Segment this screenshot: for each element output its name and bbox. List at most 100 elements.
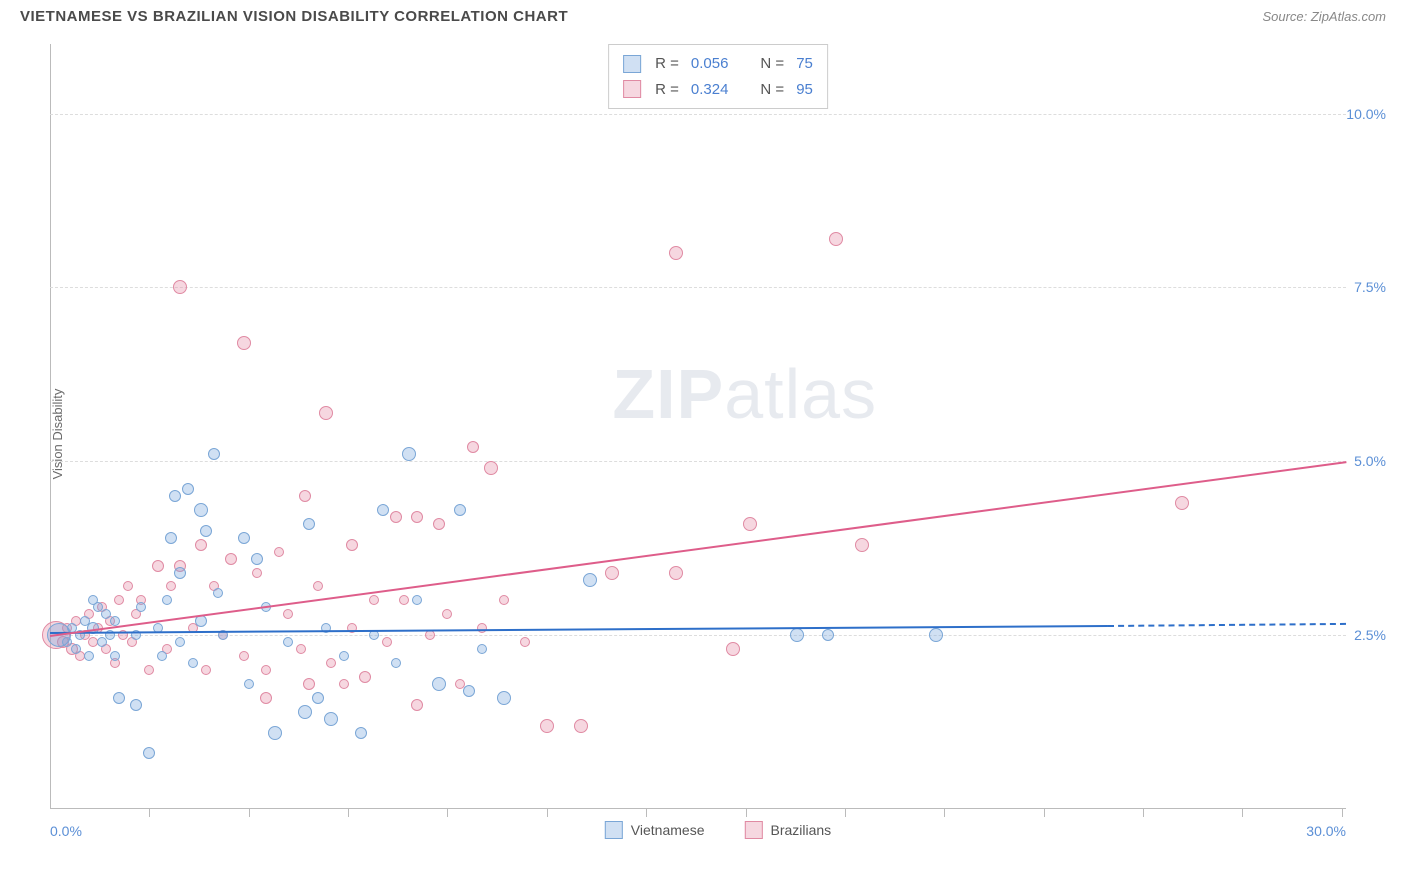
data-point-vietnamese: [303, 518, 315, 530]
gridline: [50, 114, 1346, 115]
x-tick: [845, 809, 846, 817]
x-axis: [50, 808, 1346, 809]
trendline-vietnamese: [50, 625, 1108, 634]
data-point-vietnamese: [208, 448, 220, 460]
x-tick: [1242, 809, 1243, 817]
data-point-vietnamese: [432, 677, 446, 691]
y-tick-label: 2.5%: [1354, 627, 1386, 643]
data-point-vietnamese: [929, 628, 943, 642]
legend-item-brazilians: Brazilians: [744, 821, 831, 839]
x-tick: [149, 809, 150, 817]
data-point-brazilians: [369, 595, 379, 605]
x-tick: [348, 809, 349, 817]
data-point-vietnamese: [88, 595, 98, 605]
data-point-vietnamese: [391, 658, 401, 668]
data-point-brazilians: [433, 518, 445, 530]
x-tick: [746, 809, 747, 817]
chart-title: VIETNAMESE VS BRAZILIAN VISION DISABILIT…: [20, 8, 568, 25]
trendline-brazilians: [50, 461, 1346, 637]
data-point-vietnamese: [244, 679, 254, 689]
data-point-brazilians: [574, 719, 588, 733]
data-point-brazilians: [144, 665, 154, 675]
data-point-vietnamese: [268, 726, 282, 740]
series-legend: Vietnamese Brazilians: [605, 821, 831, 839]
data-point-vietnamese: [165, 532, 177, 544]
swatch-vietnamese-icon: [605, 821, 623, 839]
data-point-brazilians: [195, 539, 207, 551]
stats-legend: R = 0.056 N = 75 R = 0.324 N = 95: [608, 44, 828, 109]
data-point-brazilians: [339, 679, 349, 689]
data-point-vietnamese: [162, 595, 172, 605]
data-point-vietnamese: [355, 727, 367, 739]
data-point-brazilians: [299, 490, 311, 502]
data-point-brazilians: [123, 581, 133, 591]
swatch-vietnamese: [623, 55, 641, 73]
data-point-brazilians: [152, 560, 164, 572]
y-tick-label: 5.0%: [1354, 453, 1386, 469]
stats-row-vietnamese: R = 0.056 N = 75: [623, 51, 813, 77]
data-point-vietnamese: [194, 503, 208, 517]
data-point-vietnamese: [477, 644, 487, 654]
trendline-vietnamese-dash: [1108, 623, 1346, 627]
x-tick: [646, 809, 647, 817]
data-point-vietnamese: [412, 595, 422, 605]
data-point-vietnamese: [454, 504, 466, 516]
gridline: [50, 287, 1346, 288]
y-tick-label: 7.5%: [1354, 279, 1386, 295]
data-point-brazilians: [319, 406, 333, 420]
x-tick: [447, 809, 448, 817]
data-point-brazilians: [605, 566, 619, 580]
data-point-vietnamese: [497, 691, 511, 705]
data-point-brazilians: [484, 461, 498, 475]
x-axis-max-label: 30.0%: [1306, 823, 1346, 839]
data-point-brazilians: [855, 538, 869, 552]
data-point-brazilians: [520, 637, 530, 647]
data-point-brazilians: [239, 651, 249, 661]
data-point-vietnamese: [238, 532, 250, 544]
data-point-vietnamese: [110, 651, 120, 661]
data-point-vietnamese: [312, 692, 324, 704]
data-point-brazilians: [425, 630, 435, 640]
x-tick: [249, 809, 250, 817]
x-tick: [1143, 809, 1144, 817]
data-point-brazilians: [359, 671, 371, 683]
data-point-vietnamese: [463, 685, 475, 697]
data-point-vietnamese: [377, 504, 389, 516]
data-point-brazilians: [201, 665, 211, 675]
data-point-brazilians: [467, 441, 479, 453]
data-point-brazilians: [399, 595, 409, 605]
data-point-brazilians: [669, 246, 683, 260]
data-point-brazilians: [260, 692, 272, 704]
data-point-vietnamese: [822, 629, 834, 641]
data-point-vietnamese: [298, 705, 312, 719]
gridline: [50, 635, 1346, 636]
x-tick: [1044, 809, 1045, 817]
legend-item-vietnamese: Vietnamese: [605, 821, 705, 839]
data-point-vietnamese: [143, 747, 155, 759]
data-point-vietnamese: [97, 637, 107, 647]
data-point-vietnamese: [169, 490, 181, 502]
data-point-brazilians: [303, 678, 315, 690]
data-point-brazilians: [173, 280, 187, 294]
data-point-brazilians: [346, 539, 358, 551]
data-point-vietnamese: [84, 651, 94, 661]
source-label: Source: ZipAtlas.com: [1262, 9, 1386, 24]
data-point-vietnamese: [213, 588, 223, 598]
data-point-vietnamese: [113, 692, 125, 704]
y-tick-label: 10.0%: [1346, 106, 1386, 122]
x-tick: [547, 809, 548, 817]
data-point-brazilians: [442, 609, 452, 619]
data-point-brazilians: [114, 595, 124, 605]
data-point-brazilians: [237, 336, 251, 350]
y-axis: [50, 44, 51, 809]
data-point-vietnamese: [188, 658, 198, 668]
data-point-vietnamese: [182, 483, 194, 495]
data-point-brazilians: [326, 658, 336, 668]
data-point-vietnamese: [175, 637, 185, 647]
x-axis-min-label: 0.0%: [50, 823, 82, 839]
chart-area: Vision Disability ZIPatlas 0.0% 30.0% R …: [50, 29, 1386, 839]
data-point-vietnamese: [136, 602, 146, 612]
data-point-brazilians: [829, 232, 843, 246]
data-point-vietnamese: [402, 447, 416, 461]
data-point-brazilians: [411, 699, 423, 711]
